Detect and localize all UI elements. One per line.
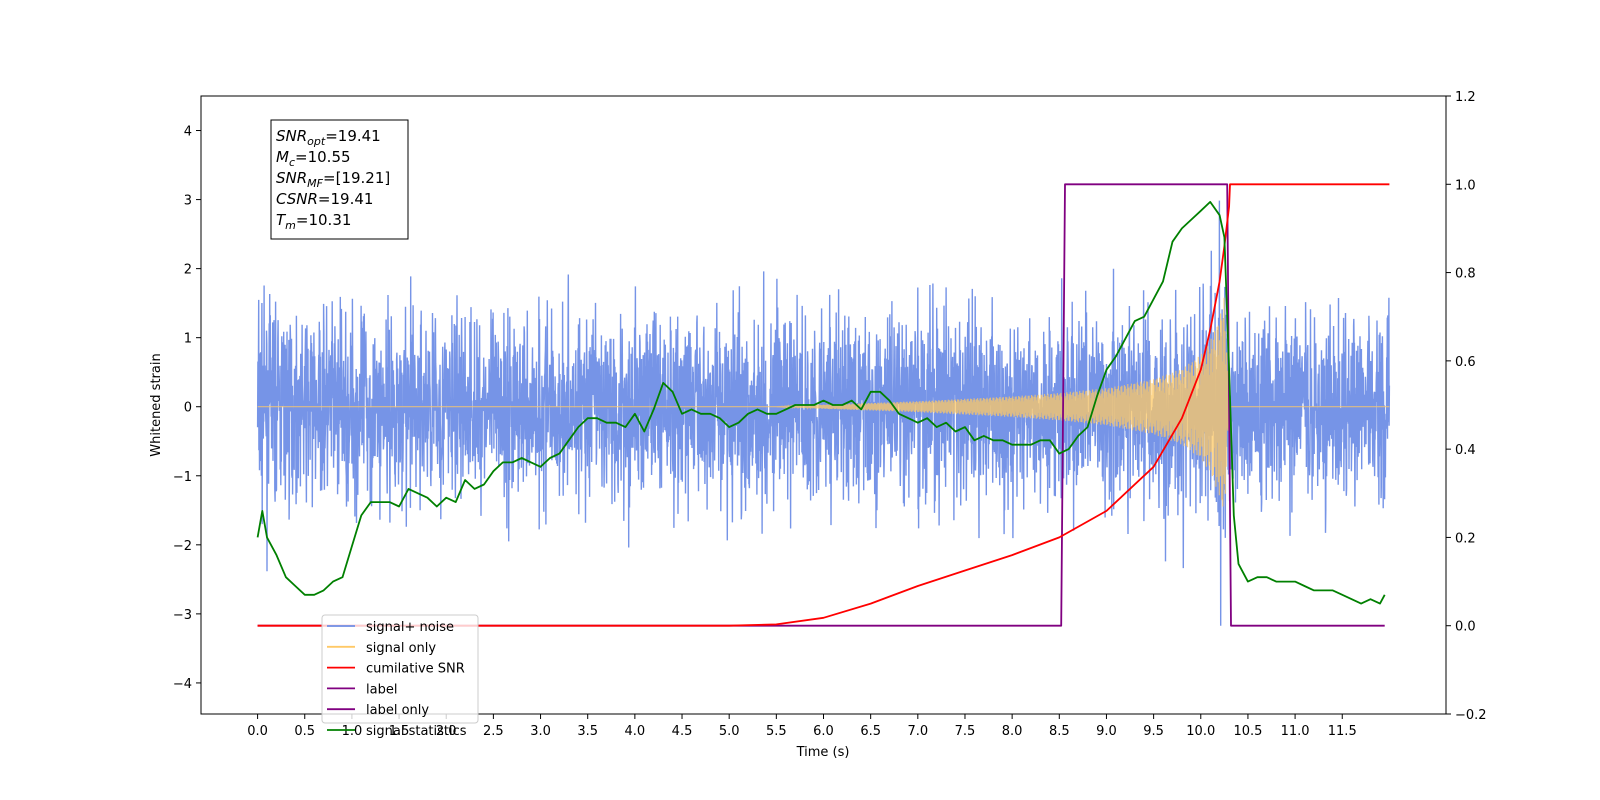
y2-tick-label: 0.2 — [1455, 531, 1476, 546]
x-tick-label: 4.5 — [672, 724, 693, 739]
annotation-line: SNRMF=[19.21] — [276, 169, 390, 190]
y2-tick-label: 1.2 — [1455, 90, 1476, 105]
annotation-box: SNRopt=19.41Mc=10.55SNRMF=[19.21]CSNR=19… — [270, 119, 409, 240]
x-tick-label: 11.0 — [1281, 724, 1310, 739]
annotation-value: =[19.21] — [323, 169, 390, 187]
legend-entry-label: label — [366, 682, 397, 697]
x-tick-label: 11.5 — [1328, 724, 1357, 739]
y2-tick-label: 0.4 — [1455, 443, 1476, 458]
annotation-value: =19.41 — [325, 127, 381, 145]
x-tick-label: 7.5 — [955, 724, 976, 739]
x-axis: 0.0 0.5 1.0 1.5 2.0 2.5 3.0 3.5 4.0 4.5 5.0 5.5 6.0 6… — [247, 714, 1357, 739]
x-tick-label: 6.5 — [860, 724, 881, 739]
y-tick-label: −1 — [173, 470, 192, 485]
series-label — [257, 183, 1385, 627]
x-tick-label: 1.5 — [389, 724, 410, 739]
legend-entry-label: signal statistics — [366, 724, 467, 739]
x-tick-label: 0.5 — [294, 724, 315, 739]
annotation-subscript: opt — [307, 135, 326, 148]
y-axis-left: 4 3 2 1 0 −1 −2 −3 −4 — [173, 125, 201, 692]
annotation-symbol: SNR — [276, 169, 307, 187]
legend-entry-label: cumilative SNR — [366, 662, 465, 677]
legend: signal+ noise signal only cumilative SNR la… — [321, 614, 479, 739]
annotation-frame — [270, 119, 409, 240]
y-tick-label: 0 — [184, 401, 192, 416]
annotation-line: Tm=10.31 — [276, 211, 351, 232]
legend-frame — [321, 614, 479, 724]
series-signal-statistics — [256, 201, 1386, 605]
annotation-symbol: SNR — [276, 127, 307, 145]
annotation-value: =10.55 — [295, 148, 351, 166]
annotation-value: =10.31 — [296, 211, 352, 229]
annotation-subscript: c — [289, 156, 295, 169]
y-tick-label: 3 — [184, 194, 192, 209]
x-tick-label: 9.5 — [1143, 724, 1164, 739]
x-tick-label: 9.0 — [1096, 724, 1117, 739]
y-tick-label: 1 — [184, 332, 192, 347]
x-tick-label: 4.0 — [625, 724, 646, 739]
y2-tick-label: 0.8 — [1455, 267, 1476, 282]
series-layer — [256, 183, 1391, 627]
annotation-symbol: M — [276, 148, 289, 166]
annotation-symbol: CSNR — [276, 190, 318, 208]
y-tick-label: 2 — [184, 263, 192, 278]
y-tick-label: −3 — [173, 608, 192, 623]
legend-entry-label: label only — [366, 703, 429, 718]
x-tick-label: 6.0 — [813, 724, 834, 739]
x-tick-label: 3.0 — [530, 724, 551, 739]
annotation-subscript: MF — [307, 177, 323, 190]
x-tick-label: 2.5 — [483, 724, 504, 739]
annotation-value: =19.41 — [318, 190, 374, 208]
annotation-line: CSNR=19.41 — [276, 190, 373, 208]
annotation-line: Mc=10.55 — [276, 148, 351, 169]
y-tick-label: −2 — [173, 539, 192, 554]
annotation-symbol: T — [276, 211, 287, 229]
x-tick-label: 5.0 — [719, 724, 740, 739]
y2-tick-label: −0.2 — [1455, 708, 1487, 723]
x-tick-label: 1.0 — [342, 724, 363, 739]
x-tick-label: 10.0 — [1186, 724, 1215, 739]
x-tick-label: 0.0 — [247, 724, 268, 739]
x-tick-label: 8.5 — [1049, 724, 1070, 739]
y2-tick-label: 0.6 — [1455, 355, 1476, 370]
annotation-subscript: m — [285, 219, 296, 232]
series-signal-only — [257, 297, 1390, 507]
y2-tick-label: 0.0 — [1455, 620, 1476, 635]
annotation-line: SNRopt=19.41 — [276, 127, 381, 148]
x-tick-label: 10.5 — [1233, 724, 1262, 739]
y-axis-label: Whitened strain — [149, 353, 164, 456]
x-tick-label: 7.0 — [907, 724, 928, 739]
x-tick-label: 2.0 — [436, 724, 457, 739]
y-axis-right: 1.2 1.0 0.8 0.6 0.4 0.2 0.0 −0.2 — [1446, 90, 1487, 723]
x-axis-label: Time (s) — [796, 745, 850, 760]
x-tick-label: 8.0 — [1002, 724, 1023, 739]
y2-tick-label: 1.0 — [1455, 178, 1476, 193]
legend-entry-label: signal only — [366, 641, 436, 656]
legend-entry-label: signal+ noise — [366, 620, 454, 635]
y-tick-label: 4 — [184, 125, 192, 140]
x-tick-label: 3.5 — [577, 724, 598, 739]
y-tick-label: −4 — [173, 677, 192, 692]
x-tick-label: 5.5 — [766, 724, 787, 739]
